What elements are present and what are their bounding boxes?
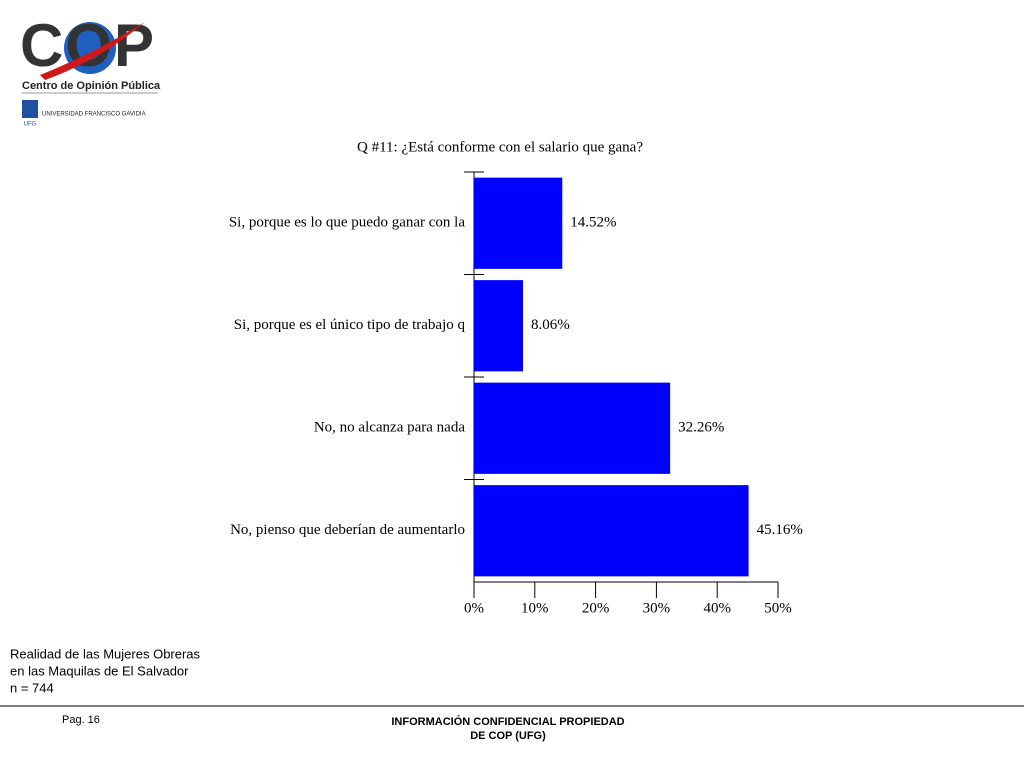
logo-subtitle: Centro de Opinión Pública bbox=[22, 80, 161, 92]
confidential: DE COP (UFG) bbox=[470, 730, 546, 742]
x-tick-label: 10% bbox=[521, 600, 549, 616]
x-tick-label: 50% bbox=[764, 600, 792, 616]
note-line: Realidad de las Mujeres Obreras bbox=[10, 646, 201, 661]
x-tick-label: 0% bbox=[464, 600, 484, 616]
logo-shield bbox=[22, 100, 38, 118]
logo-university: UNIVERSIDAD FRANCISCO GAVIDIA bbox=[42, 112, 146, 118]
logo-mark: UFG bbox=[24, 122, 37, 128]
y-tick-label: No, no alcanza para nada bbox=[314, 420, 466, 436]
bar bbox=[474, 382, 671, 474]
value-label: 8.06% bbox=[531, 317, 570, 333]
note-line: en las Maquilas de El Salvador bbox=[10, 663, 189, 678]
bar bbox=[474, 280, 524, 372]
confidential: INFORMACIÓN CONFIDENCIAL PROPIEDAD bbox=[391, 715, 624, 728]
y-tick-label: Si, porque es el único tipo de trabajo q bbox=[234, 317, 466, 333]
chart-title: Q #11: ¿Está conforme con el salario que… bbox=[357, 139, 643, 155]
note-line: n = 744 bbox=[10, 680, 54, 695]
y-tick-label: Si, porque es lo que puedo ganar con la bbox=[229, 215, 466, 231]
y-tick-label: No, pienso que deberían de aumentarlo bbox=[230, 522, 465, 538]
value-label: 32.26% bbox=[678, 420, 724, 436]
bar bbox=[474, 177, 563, 269]
logo-name: COP bbox=[20, 12, 156, 79]
x-tick-label: 40% bbox=[703, 600, 731, 616]
page-number: Pag. 16 bbox=[62, 714, 100, 726]
logo-swoosh bbox=[40, 22, 145, 80]
value-label: 14.52% bbox=[570, 215, 616, 231]
plot: 0% 10% 20% 30% 40% 50% Si, porque es lo que pu… bbox=[229, 171, 803, 616]
logo: COP Centro de Opinión Pública UFG UNIVER… bbox=[20, 12, 161, 128]
bar bbox=[474, 485, 749, 577]
x-tick-label: 30% bbox=[643, 600, 671, 616]
x-tick-label: 20% bbox=[582, 600, 610, 616]
value-label: 45.16% bbox=[757, 522, 803, 538]
